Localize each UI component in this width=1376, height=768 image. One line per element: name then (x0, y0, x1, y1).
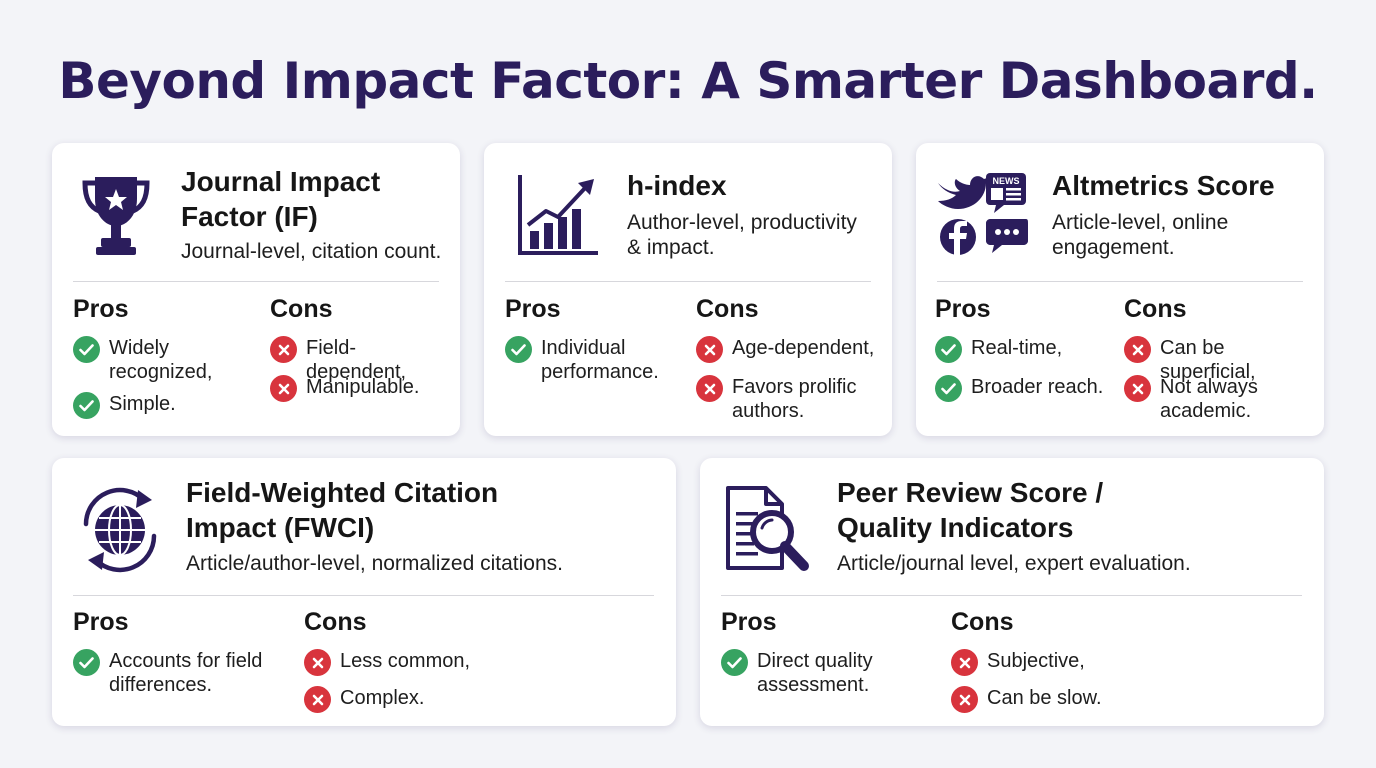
page-title: Beyond Impact Factor: A Smarter Dashboar… (58, 52, 1318, 110)
con-item: Manipulable. (270, 375, 419, 402)
card-peer-review-score: Peer Review Score / Quality Indicators A… (700, 458, 1324, 726)
con-text: Age-dependent, (732, 337, 875, 359)
pros-heading: Pros (505, 295, 561, 323)
cross-icon (1124, 336, 1151, 363)
con-item: Subjective, (951, 649, 1085, 676)
divider (721, 595, 1302, 596)
check-icon (935, 375, 962, 402)
check-icon (73, 392, 100, 419)
cross-icon (951, 649, 978, 676)
con-item: Age-dependent, (696, 336, 874, 363)
card-subtitle: Article-level, online engagement. (1052, 211, 1229, 259)
document-magnifier-icon (724, 484, 818, 574)
social-media-icons: NEWS (936, 171, 1030, 257)
pros-heading: Pros (73, 608, 129, 636)
divider (73, 595, 654, 596)
divider (505, 281, 871, 282)
card-journal-impact-factor: Journal Impact Factor (IF) Journal-level… (52, 143, 460, 436)
check-icon (721, 649, 748, 676)
cons-heading: Cons (696, 295, 759, 323)
pro-text: Widely recognized, (109, 337, 213, 383)
pro-item: Broader reach. (935, 375, 1103, 402)
cross-icon (270, 336, 297, 363)
con-item: Favors prolific authors. (696, 375, 856, 423)
pros-heading: Pros (935, 295, 991, 323)
pro-text: Broader reach. (971, 376, 1104, 398)
cross-icon (951, 686, 978, 713)
cross-icon (696, 375, 723, 402)
pro-item: Simple. (73, 392, 176, 419)
con-text: Not always academic. (1160, 376, 1258, 422)
con-text: Subjective, (987, 650, 1085, 672)
con-text: Can be slow. (987, 687, 1102, 709)
globe-cycle-icon (74, 484, 166, 576)
check-icon (935, 336, 962, 363)
cross-icon (304, 686, 331, 713)
cross-icon (1124, 375, 1151, 402)
card-h-index: h-index Author-level, productivity & imp… (484, 143, 892, 436)
pro-text: Real-time, (971, 337, 1063, 359)
pro-item: Widely recognized, (73, 336, 212, 384)
bar-chart-growth-icon (516, 173, 600, 257)
pros-heading: Pros (73, 295, 129, 323)
card-subtitle: Author-level, productivity & impact. (627, 211, 857, 259)
card-title: Field-Weighted Citation Impact (FWCI) (186, 477, 499, 543)
con-text: Complex. (340, 687, 425, 709)
card-altmetrics-score: NEWS Altmetrics Score Article-level, onl… (916, 143, 1324, 436)
con-text: Favors prolific authors. (732, 376, 857, 422)
con-item: Not always academic. (1124, 375, 1258, 423)
con-item: Complex. (304, 686, 424, 713)
card-subtitle: Article/journal level, expert evaluation… (837, 552, 1191, 575)
pros-heading: Pros (721, 608, 777, 636)
card-fwci: Field-Weighted Citation Impact (FWCI) Ar… (52, 458, 676, 726)
card-subtitle: Article/author-level, normalized citatio… (186, 552, 563, 575)
con-item: Less common, (304, 649, 470, 676)
card-title: Altmetrics Score (1052, 170, 1275, 201)
pro-item: Direct quality assessment. (721, 649, 873, 697)
divider (937, 281, 1303, 282)
card-title: Peer Review Score / Quality Indicators (837, 477, 1104, 543)
con-item: Field- dependent, (270, 336, 406, 384)
cons-heading: Cons (951, 608, 1014, 636)
pro-item: Individual performance. (505, 336, 659, 384)
card-subtitle: Journal-level, citation count. (181, 240, 442, 263)
cross-icon (270, 375, 297, 402)
cross-icon (304, 649, 331, 676)
con-text: Manipulable. (306, 376, 420, 398)
pro-text: Accounts for field differences. (109, 650, 263, 696)
cons-heading: Cons (270, 295, 333, 323)
cross-icon (696, 336, 723, 363)
pro-text: Simple. (109, 393, 176, 415)
con-item: Can be superficial, (1124, 336, 1324, 384)
pro-text: Individual performance. (541, 337, 659, 383)
con-item: Can be slow. (951, 686, 1102, 713)
check-icon (73, 649, 100, 676)
pro-item: Accounts for field differences. (73, 649, 262, 697)
pro-item: Real-time, (935, 336, 1062, 363)
trophy-icon (77, 171, 155, 257)
news-badge-text: NEWS (993, 176, 1020, 186)
card-title: Journal Impact Factor (IF) (181, 166, 381, 232)
cons-heading: Cons (304, 608, 367, 636)
divider (73, 281, 439, 282)
cons-heading: Cons (1124, 295, 1187, 323)
con-text: Less common, (340, 650, 471, 672)
con-text: Field- dependent, (306, 337, 407, 383)
card-title: h-index (627, 170, 727, 201)
con-text: Can be superficial, (1160, 337, 1256, 383)
pro-text: Direct quality assessment. (757, 650, 873, 696)
check-icon (505, 336, 532, 363)
check-icon (73, 336, 100, 363)
